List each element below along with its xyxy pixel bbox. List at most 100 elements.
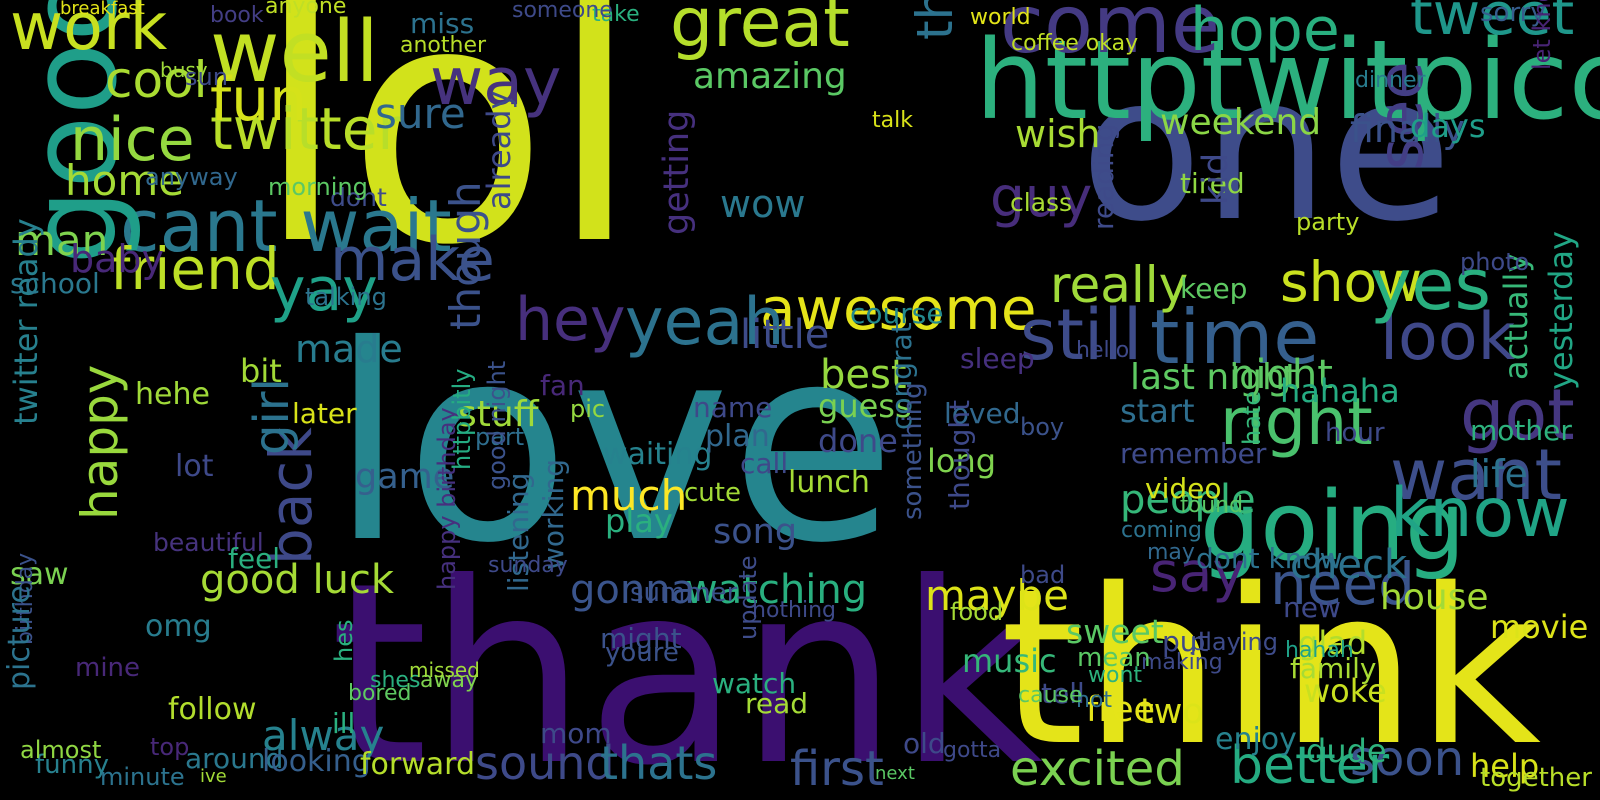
cloud-word: new [1283,591,1341,624]
cloud-word: friend [110,235,280,303]
cloud-word: alway [262,711,385,760]
cloud-word: world [970,5,1031,30]
cloud-word: woke [1304,672,1387,710]
cloud-word: beautiful [153,528,264,557]
cloud-word: boy [1020,413,1065,441]
cloud-word: old [903,727,946,760]
cloud-word: follow [168,692,257,727]
cloud-word: cant wait [120,184,452,268]
cloud-word: lol [255,0,641,317]
cloud-word: next [875,763,915,784]
cloud-word: top [150,733,190,761]
cloud-word: soon [1350,731,1465,787]
cloud-word: happy [71,364,129,520]
cloud-word: stuff [458,394,539,435]
cloud-word: class [1010,188,1073,217]
cloud-word: need [1270,550,1415,618]
cloud-word: sound [475,736,615,790]
cloud-word: talking [305,283,387,311]
cloud-word: photo [1460,248,1530,276]
cloud-word: really [1050,256,1189,314]
cloud-word: making [1141,650,1223,675]
cloud-word: sorry [1480,0,1546,28]
cloud-word: good night [483,360,511,490]
cloud-word: fun [210,65,308,135]
cloud-word: help [1470,747,1540,785]
cloud-word: hahaha [1280,372,1400,410]
cloud-word: remember [1120,437,1267,470]
cloud-word: thought [943,399,976,510]
cloud-word: call [740,447,789,480]
cloud-word: lot [175,449,214,484]
cloud-word: know [1390,474,1570,553]
cloud-word: may [1147,540,1195,565]
cloud-word: yay [270,255,378,325]
cloud-word: pic [570,395,606,423]
cloud-word: dinner [1355,68,1426,93]
cloud-word: loved [944,397,1021,430]
cloud-word: done [818,422,898,460]
cloud-word: awesome [760,275,1037,343]
cloud-word: life [1470,452,1528,496]
cloud-word: night [1230,352,1333,398]
cloud-word: gotta [943,738,1002,763]
cloud-word: want [1390,434,1562,516]
cloud-word: reading [1087,123,1120,230]
cloud-word: made [295,327,403,371]
cloud-word: going [1200,472,1466,582]
cloud-word: sweet [1066,612,1164,651]
cloud-word: right [1220,385,1373,460]
cloud-word: dont know [1196,542,1343,575]
cloud-word: around [185,742,284,775]
cloud-word: cool [105,51,208,109]
cloud-word: food [950,598,1004,626]
cloud-word: ill [332,707,356,740]
cloud-word: saw [10,557,69,592]
cloud-word: last night [1130,357,1299,398]
cloud-word: put [1162,625,1209,658]
cloud-word: mine [75,653,141,683]
cloud-word: dude [1306,732,1387,770]
cloud-word: another [400,33,487,58]
cloud-word: yeah [625,285,785,360]
cloud-word: part [475,423,525,451]
cloud-word: summer [630,578,738,608]
cloud-word: house [1380,577,1489,618]
cloud-word: anyway [145,163,238,191]
cloud-word: got [1460,374,1575,456]
cloud-word: kid [1196,152,1236,205]
cloud-word: away [420,668,478,693]
cloud-word: first [790,741,884,797]
cloud-word: time [1150,293,1320,381]
cloud-word: maybe [925,571,1070,620]
cloud-word: name [693,391,773,424]
cloud-word: movie [1490,608,1589,646]
cloud-word: little [740,312,830,358]
cloud-word: bit [240,352,282,390]
cloud-word: work [10,0,168,65]
cloud-word: anyone [265,0,347,19]
cloud-word: miss [410,7,475,40]
cloud-word: hehe [135,377,210,412]
cloud-word: bored [348,681,412,706]
cloud-word: looking [262,744,371,779]
cloud-word: good luck [200,557,395,603]
cloud-word: twitter [210,95,402,163]
cloud-word: song [713,512,798,552]
cloud-word: busy [160,58,208,82]
cloud-word: nice [70,105,195,175]
cloud-word: sure [375,89,466,138]
cloud-word: might [600,622,682,655]
cloud-word: family [1290,652,1377,685]
cloud-word: sunday [488,553,568,578]
cloud-word: something [898,382,928,520]
cloud-word: thank [330,529,1043,800]
cloud-word: mean [1077,643,1151,673]
cloud-word: cause [1018,683,1083,708]
cloud-word: hope [1190,0,1340,65]
cloud-word: tweet [1410,0,1575,48]
cloud-word: feel [228,542,281,575]
cloud-word: read [745,687,809,720]
cloud-word: thats [600,736,718,790]
cloud-word: wont [1088,663,1143,688]
